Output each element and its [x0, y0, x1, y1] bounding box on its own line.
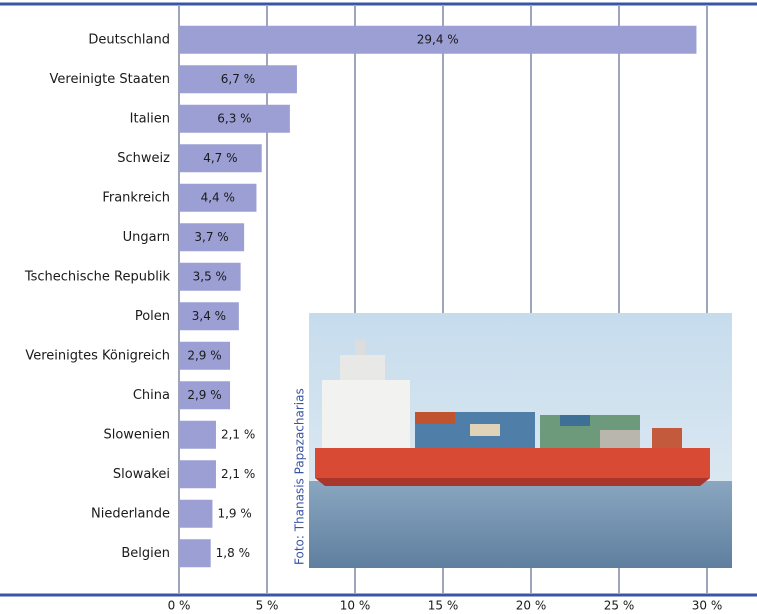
- y-tick-label: Polen: [135, 309, 170, 324]
- bar: [179, 183, 257, 212]
- value-label: 2,9 %: [187, 388, 221, 402]
- x-tick-label: 0 %: [168, 599, 191, 613]
- y-tick-label: Frankreich: [102, 190, 170, 205]
- value-label: 29,4 %: [417, 32, 459, 46]
- x-tick-label: 20 %: [516, 599, 547, 613]
- y-tick-label: China: [133, 388, 170, 403]
- y-tick-label: Italien: [130, 111, 170, 126]
- y-tick-label: Niederlande: [91, 506, 170, 521]
- bar: [179, 420, 216, 449]
- value-label: 4,7 %: [203, 151, 237, 165]
- bar: [179, 381, 231, 410]
- value-label: 2,1 %: [221, 467, 255, 481]
- bar: [179, 499, 213, 528]
- y-tick-label: Vereinigtes Königreich: [25, 348, 170, 363]
- value-label: 6,3 %: [217, 111, 251, 125]
- bar: [179, 302, 239, 331]
- bar: [179, 460, 216, 489]
- y-tick-label: Slowenien: [103, 427, 170, 442]
- y-tick-label: Ungarn: [123, 230, 170, 245]
- value-label: 6,7 %: [221, 72, 255, 86]
- value-label: 4,4 %: [201, 190, 235, 204]
- bar: [179, 25, 697, 54]
- y-tick-label: Schweiz: [117, 151, 170, 166]
- bar: [179, 262, 241, 291]
- bar: [179, 144, 262, 173]
- value-label: 3,5 %: [193, 269, 227, 283]
- x-tick-label: 25 %: [604, 599, 635, 613]
- value-label: 2,1 %: [221, 427, 255, 441]
- value-label: 1,8 %: [216, 546, 250, 560]
- y-tick-label: Belgien: [121, 546, 170, 561]
- bar: [179, 223, 245, 252]
- bar: [179, 539, 211, 568]
- y-tick-label: Vereinigte Staaten: [50, 72, 171, 87]
- bar: [179, 104, 290, 133]
- bars: [179, 25, 697, 568]
- y-tick-label: Deutschland: [88, 32, 170, 47]
- y-tick-label: Slowakei: [113, 467, 170, 482]
- x-tick-label: 5 %: [256, 599, 279, 613]
- value-label: 3,4 %: [192, 309, 226, 323]
- x-tick-label: 10 %: [340, 599, 371, 613]
- photo: [309, 313, 732, 568]
- value-label: 2,9 %: [187, 348, 221, 362]
- x-tick-label: 30 %: [692, 599, 723, 613]
- x-tick-label: 15 %: [428, 599, 459, 613]
- bar: [179, 65, 297, 94]
- value-label: 3,7 %: [194, 230, 228, 244]
- y-tick-label: Tschechische Republik: [24, 269, 171, 284]
- bar: [179, 341, 231, 370]
- photo-credit: Foto: Thanasis Papazacharias: [293, 388, 307, 565]
- value-label: 1,9 %: [217, 506, 251, 520]
